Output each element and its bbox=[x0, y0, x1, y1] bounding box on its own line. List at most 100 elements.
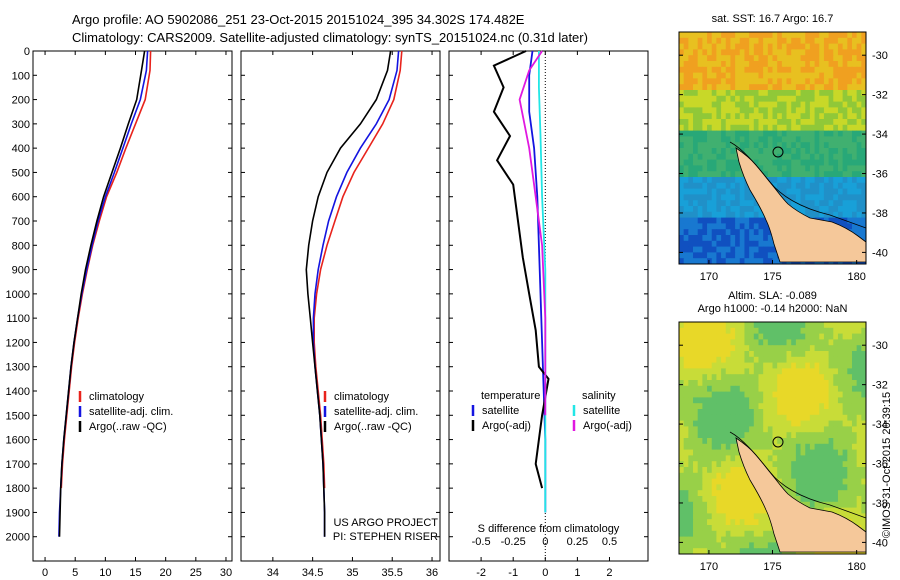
x2-tick-label: 0.5 bbox=[602, 536, 617, 548]
map-x-tick-label: 170 bbox=[700, 561, 718, 573]
x-tick-label: 25 bbox=[190, 567, 202, 579]
x-tick-label: 0 bbox=[542, 567, 548, 579]
map-y-tick-label: -40 bbox=[872, 537, 888, 549]
map-y-tick-label: -38 bbox=[872, 208, 888, 220]
x-tick-label: 34 bbox=[267, 567, 279, 579]
y-tick-label: 800 bbox=[12, 240, 30, 252]
map-x-tick-label: 175 bbox=[763, 561, 781, 573]
chart-title-line1: Argo profile: AO 5902086_251 23-Oct-2015… bbox=[72, 12, 525, 27]
series-line-2 bbox=[58, 50, 146, 537]
x-tick-label: 5 bbox=[72, 567, 78, 579]
map-x-tick-label: 180 bbox=[847, 561, 865, 573]
x-tick-label: -1 bbox=[508, 567, 518, 579]
map-y-tick-label: -32 bbox=[872, 380, 888, 392]
y-tick-label: 200 bbox=[12, 95, 30, 107]
argo-float-marker bbox=[772, 436, 784, 448]
y-tick-label: 100 bbox=[12, 70, 30, 82]
map-y-tick-label: -34 bbox=[872, 129, 888, 141]
map-y-tick-label: -38 bbox=[872, 498, 888, 510]
y-tick-label: 1900 bbox=[6, 507, 30, 519]
x-tick-label: 0 bbox=[42, 567, 48, 579]
map-y-tick-label: -30 bbox=[872, 340, 888, 352]
map-x-tick-label: 170 bbox=[700, 271, 718, 283]
x-tick-label: 35 bbox=[346, 567, 358, 579]
panel-frame bbox=[448, 50, 649, 562]
map-title: Altim. SLA: -0.089 bbox=[728, 290, 817, 302]
map-x-tick-label: 175 bbox=[763, 271, 781, 283]
y-tick-label: 1200 bbox=[6, 337, 30, 349]
x2-tick-label: 0.25 bbox=[567, 536, 588, 548]
x-tick-label: 34.5 bbox=[302, 567, 323, 579]
y-tick-label: 1400 bbox=[6, 386, 30, 398]
map-title: sat. SST: 16.7 Argo: 16.7 bbox=[712, 13, 834, 25]
argo-float-marker bbox=[772, 146, 784, 158]
map-x-tick-label: 180 bbox=[847, 271, 865, 283]
map-y-tick-label: -32 bbox=[872, 90, 888, 102]
legend-label: Argo(..raw -QC) bbox=[334, 421, 412, 433]
y-tick-label: 0 bbox=[24, 46, 30, 58]
y-tick-label: 1000 bbox=[6, 289, 30, 301]
y-tick-label: 1100 bbox=[6, 313, 30, 325]
series-line-2 bbox=[305, 50, 392, 537]
y-tick-label: 1500 bbox=[6, 410, 30, 422]
y-tick-label: 1700 bbox=[6, 459, 30, 471]
y-tick-label: 300 bbox=[12, 119, 30, 131]
map-y-tick-label: -34 bbox=[872, 419, 888, 431]
x-tick-label: -2 bbox=[476, 567, 486, 579]
diff-series-line-3 bbox=[518, 50, 547, 416]
legend-label: satellite bbox=[583, 405, 620, 417]
panel-frame bbox=[240, 50, 441, 562]
legend-label: Argo(..raw -QC) bbox=[89, 421, 167, 433]
x2-tick-label: -0.5 bbox=[472, 536, 491, 548]
x-tick-label: 10 bbox=[99, 567, 111, 579]
annotation-text: PI: STEPHEN RISER bbox=[333, 531, 438, 543]
map-title: Argo h1000: -0.14 h2000: NaN bbox=[698, 303, 848, 315]
profile-panel-3: -2-1012T difference from climatology-0.5… bbox=[448, 50, 649, 579]
annotation-text: US ARGO PROJECT bbox=[333, 517, 438, 529]
x2-axis-label: S difference from climatology bbox=[478, 523, 620, 535]
map-y-tick-label: -36 bbox=[872, 459, 888, 471]
y-tick-label: 2000 bbox=[6, 532, 30, 544]
y-tick-label: 1800 bbox=[6, 483, 30, 495]
y-tick-label: 700 bbox=[12, 216, 30, 228]
legend-label: satellite-adj. clim. bbox=[89, 406, 173, 418]
diff-series-line-1 bbox=[492, 50, 550, 489]
isobath-contour bbox=[729, 141, 867, 229]
y-tick-label: 1300 bbox=[6, 362, 30, 374]
legend-label: satellite-adj. clim. bbox=[334, 406, 418, 418]
panel-frame bbox=[32, 50, 233, 562]
x-tick-label: 1 bbox=[574, 567, 580, 579]
legend-label: Argo(-adj) bbox=[482, 420, 531, 432]
x-tick-label: 20 bbox=[160, 567, 172, 579]
x2-tick-label: -0.25 bbox=[501, 536, 526, 548]
sst-map: -30 -32 -34 -36 -38 -40 170 175 180 sat. SST: 16.… bbox=[678, 13, 888, 283]
land-mass bbox=[729, 141, 867, 263]
x-tick-label: 15 bbox=[129, 567, 141, 579]
y-tick-label: 1600 bbox=[6, 435, 30, 447]
imos-credit: ©IMOS 31-Oct-2015 20:39:15 bbox=[881, 391, 893, 539]
x-tick-label: 2 bbox=[606, 567, 612, 579]
sla-map: -30 -32 -34 -36 -38 -40 170 175 180 Altim. SLA: -… bbox=[678, 290, 888, 573]
isobath-contour bbox=[729, 431, 867, 519]
profile-panel-2: 3434.53535.536salinityclimatologysatelli… bbox=[240, 50, 441, 579]
profile-panel-1: 0100200300400500600700800900100011001200… bbox=[6, 46, 233, 579]
x-tick-label: 35.5 bbox=[382, 567, 403, 579]
legend-label: salinity bbox=[582, 390, 616, 402]
map-y-tick-label: -36 bbox=[872, 169, 888, 181]
x2-tick-label: 0 bbox=[542, 536, 548, 548]
x-tick-label: 30 bbox=[220, 567, 232, 579]
chart-title-line2: Climatology: CARS2009. Satellite-adjuste… bbox=[72, 30, 588, 45]
legend-label: satellite bbox=[482, 405, 519, 417]
legend-label: climatology bbox=[89, 391, 145, 403]
legend-label: climatology bbox=[334, 391, 390, 403]
map-y-tick-label: -40 bbox=[872, 247, 888, 259]
map-y-tick-label: -30 bbox=[872, 50, 888, 62]
land-mass bbox=[729, 431, 867, 553]
y-tick-label: 500 bbox=[12, 167, 30, 179]
y-tick-label: 400 bbox=[12, 143, 30, 155]
y-tick-label: 900 bbox=[12, 265, 30, 277]
y-tick-label: 600 bbox=[12, 192, 30, 204]
x-tick-label: 36 bbox=[426, 567, 438, 579]
legend-label: temperature bbox=[481, 390, 540, 402]
